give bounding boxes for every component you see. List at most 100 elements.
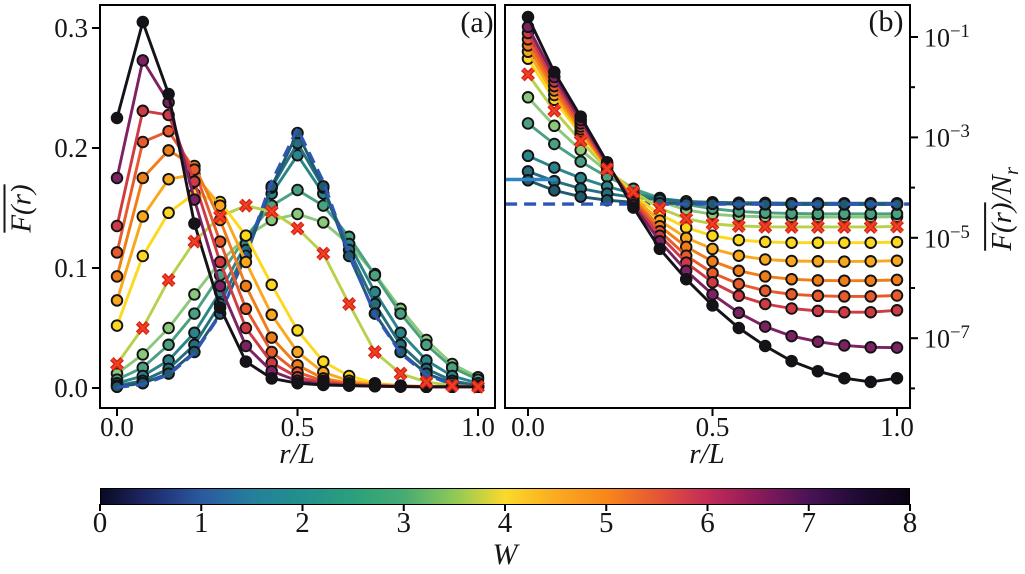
W=4.5-b-marker — [838, 255, 851, 268]
x-marker-series-a-marker-inner — [368, 346, 381, 358]
W=4.5-b-marker — [864, 255, 877, 268]
W=5-line-a — [115, 148, 478, 389]
W=3-a-marker — [471, 370, 485, 384]
W=3-a-marker — [445, 357, 459, 371]
W=3-b-marker — [627, 182, 640, 195]
y-axis-label-b-slash: / — [986, 194, 1019, 203]
x-axis-label-b: r/L — [689, 438, 725, 470]
W=1.5-a-marker — [291, 136, 304, 150]
W=5-a-marker — [445, 380, 459, 394]
y-axis-label-a-text: F(r) — [5, 184, 38, 233]
W=1-a-marker — [445, 376, 459, 390]
W=7-b-marker — [521, 20, 535, 34]
W=6-a-marker — [368, 379, 382, 392]
W=1-a-marker — [110, 380, 124, 394]
x-marker-series-a-marker — [161, 273, 176, 287]
x-marker-series-b-marker-inner — [522, 68, 534, 81]
W=5-b-marker — [521, 39, 535, 52]
W=2-b-marker — [653, 192, 667, 205]
x-marker-series-a-marker-inner — [317, 247, 330, 260]
x-marker-series-b-marker-inner — [548, 104, 561, 117]
W=5-a-marker — [213, 213, 227, 227]
W=2-line-a — [116, 153, 479, 385]
x-marker-series-b-marker — [784, 219, 799, 234]
W=6-a-marker — [110, 219, 124, 233]
W=6-b-marker — [653, 229, 667, 242]
W=2.5-a-marker — [291, 183, 304, 197]
x-marker-series-b-marker — [705, 216, 720, 231]
W=2-b-marker — [890, 198, 904, 211]
W=2-a-marker — [188, 326, 201, 340]
W=5.5-line-a — [115, 129, 478, 389]
W=5-b-marker — [838, 274, 851, 287]
W=6-a-marker — [265, 356, 278, 370]
W=5-b-marker — [600, 160, 614, 174]
W=7-b-marker — [600, 157, 614, 170]
W=8-a-marker — [265, 372, 278, 385]
W=1.5-b-marker — [521, 165, 535, 178]
W=8-a-marker — [445, 380, 459, 394]
W=7-b-marker — [785, 329, 798, 343]
W=2.5-a-marker — [239, 230, 253, 244]
W=1.5-b-marker — [706, 196, 719, 209]
W=5.5-a-marker — [162, 124, 175, 138]
W=5.5-a-marker — [471, 380, 485, 394]
W=4-a-marker — [188, 187, 201, 200]
W=8-a-marker — [239, 355, 253, 368]
W=4-b-marker — [574, 128, 587, 141]
W=2-a-marker — [394, 326, 407, 340]
W=2-a-marker — [213, 285, 227, 299]
W=2.5-a-marker — [445, 361, 459, 374]
x-tick-label-a: 1.0 — [461, 412, 495, 442]
y-tick-label-a: 0.3 — [54, 13, 88, 43]
W=1-b-marker — [706, 197, 719, 211]
W=6-line-b — [526, 32, 898, 314]
W=4-a-marker — [445, 380, 459, 394]
W=6-a-marker — [342, 378, 356, 392]
W=4.5-line-b — [526, 50, 898, 264]
x-marker-series-a-marker-inner — [394, 367, 407, 380]
W=3-b-marker — [732, 209, 746, 223]
W=2-b-marker — [864, 198, 877, 211]
W=2.5-b-marker — [838, 207, 851, 221]
W=4.5-b-marker — [785, 254, 798, 268]
W=4-a-marker — [110, 319, 124, 332]
W=5.5-a-marker — [136, 135, 150, 149]
W=7-a-marker — [162, 96, 175, 109]
W=3-b-marker — [706, 207, 719, 221]
W=5-b-marker — [758, 270, 772, 283]
W=4-b-marker — [785, 236, 798, 249]
colorbar-tick-label: 6 — [700, 507, 715, 539]
W=2-a-marker — [317, 187, 330, 200]
W=4.5-a-marker — [291, 345, 304, 359]
W=3-a-marker — [317, 216, 330, 229]
x-marker-series-a-marker-inner — [265, 205, 278, 218]
x-marker-series-a-marker-inner — [214, 210, 227, 223]
W=4.5-a-marker — [188, 168, 201, 181]
W=7-b-marker — [838, 339, 851, 352]
W=5.5-a-marker — [445, 380, 459, 394]
W=1.5-line-a — [116, 141, 479, 388]
W=8-b-marker — [811, 364, 825, 378]
x-marker-series-a-marker-inner — [188, 235, 201, 248]
W=6-a-marker — [188, 175, 201, 188]
W=4-b-marker — [890, 235, 904, 249]
W=8-a-marker — [110, 111, 124, 125]
W=2-line-b — [527, 154, 897, 206]
W=5-b-marker — [785, 272, 798, 286]
W=1.5-a-marker — [265, 181, 278, 194]
W=1-a-marker — [213, 307, 227, 320]
W=6-a-marker — [420, 380, 433, 394]
W=3-b-marker — [785, 210, 798, 224]
x-marker-series-b-marker-inner — [811, 220, 824, 233]
W=5-b-marker — [811, 274, 825, 287]
W=4.5-a-marker — [471, 380, 485, 394]
x-tick-label-b: 1.0 — [880, 412, 914, 442]
W=5-b-marker — [627, 193, 640, 206]
W=4-line-a — [115, 192, 478, 389]
W=1.5-b-marker — [758, 196, 772, 210]
W=2.5-b-marker — [785, 207, 798, 220]
W=5-a-marker — [136, 171, 150, 185]
W=2-a-marker — [239, 237, 253, 251]
W=4.5-b-marker — [521, 45, 535, 58]
